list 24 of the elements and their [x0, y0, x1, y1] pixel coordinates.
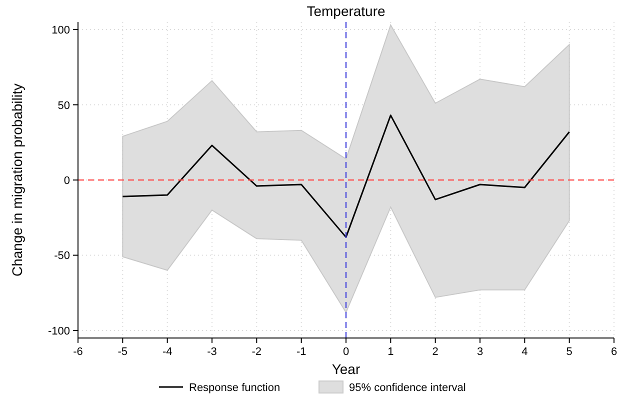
- x-tick-label: 3: [476, 346, 484, 358]
- x-tick-label: -3: [207, 346, 217, 358]
- y-tick-label: 0: [64, 175, 70, 187]
- x-tick-label: 6: [610, 346, 618, 358]
- y-tick-label: 100: [52, 24, 70, 37]
- x-tick-label: 4: [522, 346, 528, 358]
- x-axis-title: Year: [332, 361, 360, 377]
- x-tick-label: -5: [118, 346, 128, 358]
- line-series: [122, 114, 570, 238]
- x-tick-label: -2: [252, 346, 262, 358]
- x-tick-label: -1: [296, 346, 306, 358]
- x-tick-label: 1: [388, 346, 394, 358]
- x-tick-label: 2: [432, 346, 438, 358]
- text: 95% confidence interval: [349, 382, 466, 394]
- x-tick-label: 5: [566, 346, 572, 358]
- y-tick-label: -50: [54, 250, 70, 262]
- legend-label: Response function: [189, 382, 280, 394]
- y-tick-label: 50: [58, 100, 70, 112]
- chart-title: Temperature: [306, 3, 386, 19]
- x-tick-label: -6: [73, 346, 83, 358]
- x-tick-label: -4: [162, 346, 172, 358]
- y-tick-label: -100: [48, 325, 70, 338]
- x-tick-label: 0: [342, 346, 350, 358]
- y-axis-title: Change in migration probability: [9, 84, 25, 276]
